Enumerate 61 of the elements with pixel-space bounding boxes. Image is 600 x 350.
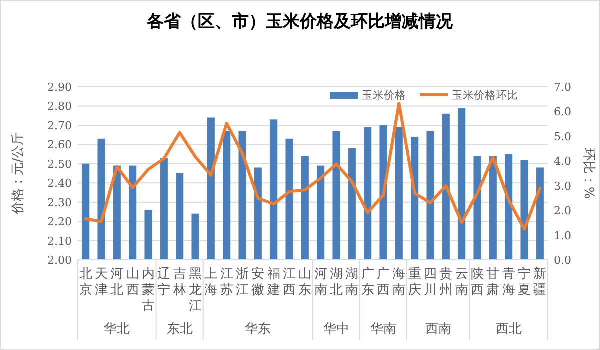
y-tick-label: 2.30	[48, 196, 72, 210]
x-tick-label: 宁夏	[518, 266, 531, 298]
legend-label: 玉米价格	[362, 89, 406, 102]
x-tick-label: 吉林	[172, 267, 186, 298]
y-tick-label: 2.70	[48, 119, 72, 132]
x-tick-label: 湖南	[346, 267, 359, 298]
y2-axis-title: 环比：%	[581, 148, 596, 200]
y-tick-label: 2.10	[48, 234, 72, 248]
x-tick-label: 安徽	[252, 266, 265, 298]
y2-tick-label: 2.0	[554, 204, 572, 218]
x-tick-label: 辽宁	[158, 267, 171, 298]
x-tick-label: 江西	[283, 267, 296, 298]
chart-title: 各省（区、市）玉米价格及环比增减情况	[146, 12, 454, 32]
y2-tick-label: 7.0	[554, 81, 572, 94]
x-tick-label: 甘肃	[486, 267, 500, 298]
x-tick-label: 陕西	[471, 267, 484, 298]
text: 华南	[370, 322, 396, 337]
text: 西北	[496, 322, 522, 337]
x-tick-label: 河南	[314, 267, 328, 298]
x-tick-label: 天津	[95, 267, 108, 298]
x-tick-label: 山西	[126, 267, 140, 298]
y2-tick-label: 5.0	[554, 130, 572, 144]
y-tick-label: 2.50	[48, 158, 72, 171]
y-axis-title: 价格：元/公斤	[11, 132, 26, 216]
x-tick-label: 北京	[79, 267, 92, 298]
text: 西南	[425, 322, 452, 337]
y2-tick-label: 1.0	[554, 229, 572, 242]
legend-label: 玉米价格环比	[452, 89, 518, 102]
y-tick-label: 2.60	[48, 138, 72, 152]
x-tick-label: 四川	[424, 267, 437, 298]
x-tick-label: 新疆	[534, 267, 547, 298]
x-tick-label: 山东	[298, 267, 312, 298]
y-tick-label: 2.80	[48, 100, 72, 114]
y-tick-label: 2.00	[48, 254, 72, 267]
y2-tick-label: 3.0	[554, 180, 572, 193]
y-tick-label: 2.40	[48, 177, 72, 190]
x-tick-label: 湖北	[330, 267, 343, 298]
y-tick-label: 2.90	[48, 81, 72, 94]
y2-tick-label: 4.0	[554, 155, 572, 168]
x-tick-label: 青海	[502, 267, 516, 298]
y2-tick-label: 6.0	[554, 106, 572, 119]
x-tick-label: 海南	[392, 267, 406, 298]
text: 华中	[324, 322, 350, 337]
x-tick-label: 河北	[110, 267, 124, 298]
x-tick-label: 黑龙江	[189, 267, 202, 314]
y2-tick-label: 0.0	[554, 254, 572, 267]
x-tick-label: 贵州	[440, 267, 453, 298]
x-tick-label: 广东	[361, 267, 374, 298]
x-tick-label: 上海	[204, 267, 218, 298]
y-tick-label: 2.20	[48, 216, 72, 229]
x-tick-label: 云南	[455, 267, 468, 298]
text: 华东	[245, 322, 272, 337]
x-tick-label: 浙江	[236, 267, 249, 298]
line-series	[84, 102, 542, 231]
x-tick-label: 内蒙古	[142, 267, 155, 314]
x-tick-label: 广西	[377, 267, 390, 298]
x-tick-label: 福建	[266, 267, 280, 298]
text: 华北	[104, 322, 130, 337]
x-tick-label: 江苏	[220, 267, 234, 298]
x-tick-label: 重庆	[408, 267, 422, 298]
text: 东北	[166, 322, 193, 337]
